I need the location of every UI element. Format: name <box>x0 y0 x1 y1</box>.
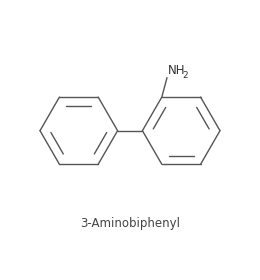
Text: 3-Aminobiphenyl: 3-Aminobiphenyl <box>80 217 180 230</box>
Text: 2: 2 <box>183 71 188 80</box>
Text: NH: NH <box>168 64 185 77</box>
